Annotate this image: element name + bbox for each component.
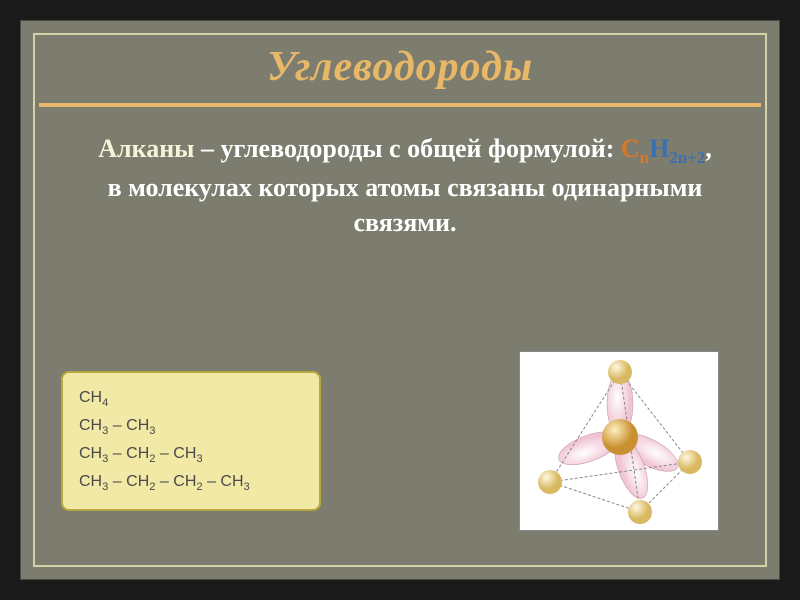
slide: Углеводороды Алканы – углеводороды с общ… [20,20,780,580]
formula-row: CH4 [79,389,303,409]
formula-row: CH3 – CH2 – CH2 – CH3 [79,473,303,493]
title-underline [39,103,761,107]
formula-row: CH3 – CH3 [79,417,303,437]
term-alkany: Алканы [98,134,194,163]
formula-sub-n: n [640,148,649,167]
formula-sub-2n2: 2n+2 [669,148,705,167]
atom-outer [678,450,702,474]
atom-center [602,419,638,455]
atom-outer [608,360,632,384]
slide-title: Углеводороды [21,43,779,91]
formula-h: H [649,134,669,163]
formula-c: C [621,134,640,163]
def-pre: – углеводороды с общей формулой: [194,134,620,163]
molecule-diagram [519,351,719,531]
atom-outer [628,500,652,524]
molecule-svg [520,352,720,532]
formula-row: CH3 – CH2 – CH3 [79,445,303,465]
definition-text: Алканы – углеводороды с общей формулой: … [91,131,719,240]
atom-outer [538,470,562,494]
alkane-list-box: CH4 CH3 – CH3 CH3 – CH2 – CH3 CH3 – CH2 … [61,371,321,511]
